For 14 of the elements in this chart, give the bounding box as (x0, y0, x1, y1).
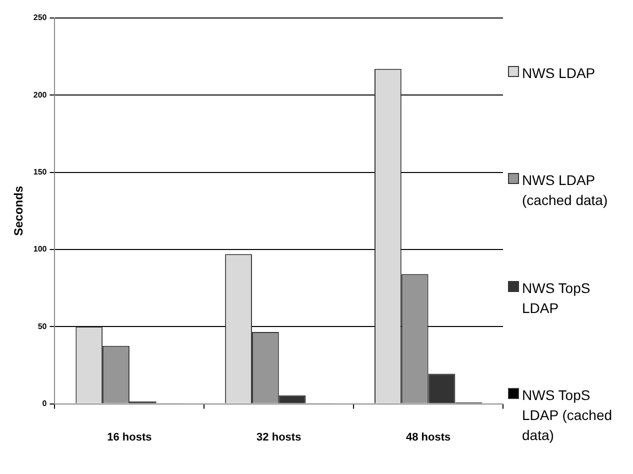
legend-label: NWS LDAP (522, 64, 596, 83)
y-tick-label: 200 (33, 90, 48, 100)
x-tick-label: 16 hosts (107, 431, 152, 444)
legend-label: NWS TopS LDAP (cached data) (522, 386, 614, 445)
y-tick-label: 150 (33, 168, 48, 177)
x-tick-label: 32 hosts (256, 431, 302, 444)
x-tick-label: 48 hosts (406, 431, 451, 444)
y-tick-label: 100 (33, 244, 48, 254)
legend-label: NWS LDAP (cached data) (522, 171, 609, 210)
y-axis-title: Seconds (12, 186, 26, 236)
y-tick-label: 0 (42, 399, 48, 408)
y-tick-label: 250 (33, 13, 48, 22)
y-tick-label: 50 (38, 322, 48, 331)
legend-label: NWS TopS LDAP (522, 278, 592, 318)
